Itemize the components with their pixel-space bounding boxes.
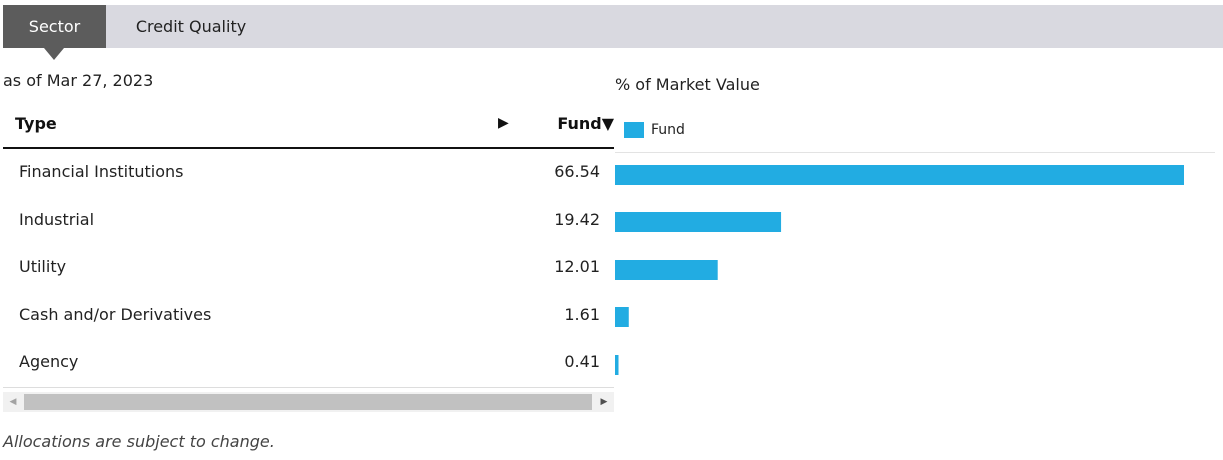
scroll-left-icon[interactable]: ◀ — [9, 397, 17, 407]
column-header-fund[interactable]: Fund▼ — [557, 114, 614, 133]
row-value: 12.01 — [554, 257, 600, 276]
chart-title: % of Market Value — [615, 75, 760, 94]
table-header-divider — [3, 147, 614, 149]
column-header-type[interactable]: Type — [15, 114, 57, 133]
row-value: 0.41 — [564, 352, 600, 371]
scrollbar-thumb[interactable] — [24, 394, 592, 410]
row-label: Industrial — [19, 210, 95, 229]
table-bottom-divider — [3, 387, 614, 388]
legend-label-fund: Fund — [651, 122, 685, 138]
as-of-date: as of Mar 27, 2023 — [3, 71, 154, 90]
tab-sector-label: Sector — [28, 17, 81, 36]
row-value: 66.54 — [554, 162, 600, 181]
chart-legend: Fund — [624, 121, 685, 139]
tab-credit-quality[interactable]: Credit Quality — [106, 5, 276, 48]
sort-arrow-right-icon[interactable]: ▶ — [498, 115, 509, 131]
legend-swatch-fund — [624, 122, 644, 138]
bar-financial-institutions — [615, 165, 1184, 185]
footnote: Allocations are subject to change. — [3, 432, 275, 451]
active-tab-caret-icon — [44, 48, 64, 60]
bar-agency — [615, 355, 619, 375]
tab-credit-quality-label: Credit Quality — [135, 17, 247, 36]
horizontal-scrollbar[interactable]: ◀ ▶ — [3, 392, 614, 412]
chart-header-divider — [615, 152, 1215, 153]
bar-industrial — [615, 212, 782, 232]
bar-utility — [615, 260, 718, 280]
scroll-right-icon[interactable]: ▶ — [600, 397, 608, 407]
row-label: Agency — [19, 352, 79, 371]
tab-sector[interactable]: Sector — [3, 5, 106, 60]
row-value: 19.42 — [554, 210, 600, 229]
row-value: 1.61 — [564, 305, 600, 324]
row-label: Cash and/or Derivatives — [19, 305, 212, 324]
tab-bar: Sector Credit Quality — [3, 5, 1223, 60]
row-label: Utility — [19, 257, 67, 276]
row-label: Financial Institutions — [19, 162, 184, 181]
bar-cash-and-or-derivatives — [615, 307, 629, 327]
